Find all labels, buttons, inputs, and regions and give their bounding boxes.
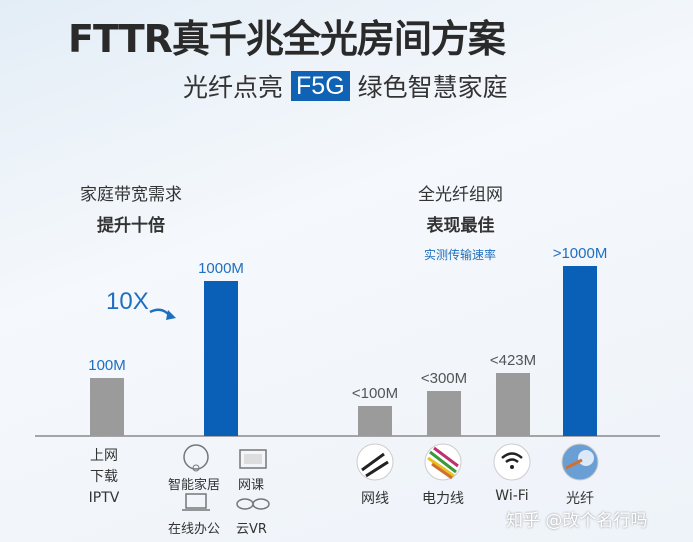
category-label: Wi-Fi <box>495 488 529 504</box>
data-label: 100M <box>88 357 126 374</box>
category-smart-home: 智能家居 <box>168 478 221 493</box>
left-chart-heading: 家庭带宽需求 提升十倍 <box>80 180 182 236</box>
subtitle: 光纤点亮 F5G 绿色智慧家庭 <box>183 68 508 104</box>
data-label: >1000M <box>553 245 608 262</box>
optical-fiber-icon <box>561 443 599 481</box>
left-chart-subtitle: 提升十倍 <box>97 216 165 236</box>
right-chart-heading: 全光纤组网 表现最佳 <box>418 180 503 236</box>
category-label: 网线 <box>361 491 389 507</box>
power-line-icon <box>424 443 462 481</box>
left-chart-title: 家庭带宽需求 <box>80 185 182 205</box>
laptop-icon <box>182 493 210 511</box>
robot-vacuum-icon <box>183 444 209 472</box>
page-title: FTTR真千兆全光房间方案 <box>68 17 506 61</box>
category-label: 光纤 <box>566 491 594 507</box>
bar-100M <box>358 406 392 436</box>
category-cloud-vr: 云VR <box>236 522 267 537</box>
category-line: 下载 <box>90 469 118 485</box>
growth-annotation: 10X <box>106 288 149 315</box>
bar-1000M <box>563 266 597 436</box>
bar-100M <box>90 378 124 436</box>
data-label: <300M <box>421 370 467 387</box>
vr-glasses-icon <box>236 498 270 510</box>
left-category-basic: 上网 下载 IPTV <box>86 446 122 509</box>
category-line: 上网 <box>90 448 118 464</box>
watermark: 知乎 @改个名行吗 <box>506 511 648 531</box>
measured-rate-note: 实测传输速率 <box>424 248 497 262</box>
ethernet-cable-icon <box>356 443 394 481</box>
subtitle-highlight: F5G <box>291 71 350 101</box>
online-class-screen-icon <box>239 449 267 469</box>
category-remote-office: 在线办公 <box>168 522 221 537</box>
right-chart-subtitle: 表现最佳 <box>426 216 495 236</box>
bar-423M <box>496 373 530 436</box>
category-label: 电力线 <box>422 491 464 507</box>
category-line: IPTV <box>88 490 120 506</box>
right-chart-title: 全光纤组网 <box>418 185 503 205</box>
data-label: 1000M <box>198 260 244 277</box>
subtitle-before: 光纤点亮 <box>183 73 284 102</box>
data-label: <423M <box>490 352 536 369</box>
wifi-icon <box>493 443 531 481</box>
category-online-class: 网课 <box>238 478 265 493</box>
bar-300M <box>427 391 461 436</box>
subtitle-after: 绿色智慧家庭 <box>357 73 508 102</box>
arrow-head-icon <box>166 310 176 320</box>
data-label: <100M <box>352 385 398 402</box>
bar-1000M <box>204 281 238 436</box>
